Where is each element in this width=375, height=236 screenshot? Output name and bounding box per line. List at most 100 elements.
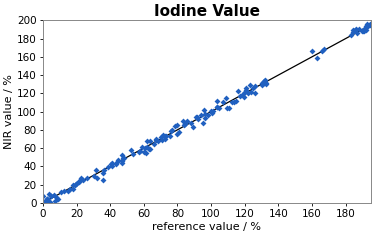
Point (52, 199, 58, 203)
Point (153, 138, 159, 141)
Point (162, 137, 168, 140)
Point (70, 183, 76, 187)
Point (231, 100, 237, 104)
Point (252, 91, 258, 94)
Point (67, 187, 73, 191)
Point (246, 91, 252, 95)
Point (260, 83, 266, 87)
Point (109, 161, 115, 165)
Point (135, 150, 141, 154)
Point (53, 195, 58, 199)
Y-axis label: NIR value / %: NIR value / % (4, 74, 14, 149)
Point (353, 27, 359, 31)
Point (39, 199, 45, 202)
Point (202, 112, 208, 116)
Point (367, 23, 373, 27)
Point (201, 108, 207, 112)
Point (226, 106, 232, 110)
Point (113, 162, 119, 165)
Point (142, 146, 148, 150)
Point (262, 78, 268, 82)
Point (120, 156, 126, 160)
Point (94, 176, 100, 180)
Point (219, 100, 225, 104)
Point (101, 168, 107, 172)
Point (137, 149, 143, 153)
Point (309, 49, 315, 53)
Point (363, 24, 369, 28)
Point (364, 25, 370, 29)
Title: Iodine Value: Iodine Value (154, 4, 260, 19)
Point (350, 30, 356, 34)
Point (235, 89, 241, 93)
Point (169, 128, 175, 132)
Point (139, 145, 145, 149)
Point (202, 116, 208, 120)
Point (261, 79, 267, 83)
Point (314, 56, 320, 60)
Point (243, 88, 249, 92)
Point (363, 28, 369, 32)
Point (72, 184, 78, 187)
Point (176, 131, 181, 134)
Point (119, 159, 125, 163)
Point (58, 190, 64, 194)
Point (359, 29, 365, 33)
Point (243, 86, 249, 90)
Point (242, 90, 248, 94)
Point (163, 135, 169, 138)
Point (160, 133, 166, 137)
Point (210, 110, 216, 113)
Point (352, 28, 358, 31)
Point (115, 158, 121, 162)
Point (48, 195, 54, 198)
Point (356, 28, 362, 31)
Point (75, 181, 81, 185)
Point (162, 135, 168, 138)
X-axis label: reference value / %: reference value / % (152, 222, 261, 232)
Point (159, 138, 165, 141)
Point (41, 201, 47, 205)
Point (216, 106, 222, 110)
Point (144, 145, 150, 149)
Point (180, 119, 186, 123)
Point (84, 177, 90, 180)
Point (354, 31, 360, 34)
Point (209, 109, 214, 113)
Point (152, 142, 157, 146)
Point (141, 150, 147, 154)
Point (188, 122, 194, 125)
Point (321, 47, 327, 51)
Point (76, 180, 82, 183)
Point (147, 139, 153, 143)
Point (144, 139, 150, 143)
Point (348, 33, 354, 37)
Point (44, 197, 50, 201)
Point (198, 113, 204, 117)
Point (65, 189, 71, 193)
Point (93, 169, 99, 172)
Point (223, 97, 229, 100)
Point (119, 161, 125, 165)
Point (250, 86, 256, 89)
Point (46, 192, 52, 196)
Point (51, 194, 57, 197)
Point (214, 105, 220, 109)
Point (153, 139, 159, 142)
Point (224, 106, 230, 110)
Point (252, 84, 258, 88)
Point (143, 151, 149, 155)
Point (200, 121, 206, 124)
Point (182, 122, 188, 126)
Point (41, 200, 47, 204)
Point (158, 135, 164, 139)
Point (40, 194, 46, 198)
Point (99, 178, 105, 182)
Point (168, 129, 174, 133)
Point (55, 197, 61, 201)
Point (261, 82, 267, 85)
Point (80, 178, 86, 181)
Point (240, 92, 246, 96)
Point (47, 201, 53, 204)
Point (263, 82, 269, 86)
